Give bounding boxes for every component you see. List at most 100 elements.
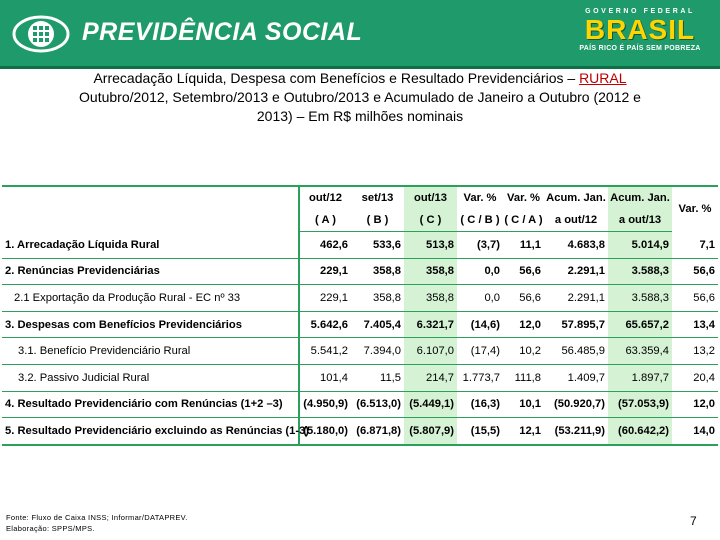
table-cell: 533,6 [351, 231, 404, 259]
table-cell: (16,3) [457, 391, 503, 419]
col-subheader: ( A ) [298, 208, 351, 232]
table-cell: (5.807,9) [404, 417, 457, 446]
table-cell: 5.541,2 [298, 337, 351, 365]
table-cell: 2.291,1 [544, 284, 608, 312]
table-cell: 6.107,0 [404, 337, 457, 365]
col-subheader: ( C ) [404, 208, 457, 232]
table-cell: 4.683,8 [544, 231, 608, 259]
col-header: set/13 [351, 185, 404, 208]
table-row: 2.1 Exportação da Produção Rural - EC nº… [2, 284, 718, 312]
col-header: Acum. Jan. [544, 185, 608, 208]
table-cell: 1.897,7 [608, 364, 672, 392]
col-header: Var. % [457, 185, 503, 208]
previdencia-logo-icon [12, 15, 70, 53]
table-cell: 101,4 [298, 364, 351, 392]
table-cell: (3,7) [457, 231, 503, 259]
table-subheader-row: ( A ) ( B ) ( C ) ( C / B ) ( C / A ) a … [2, 208, 718, 232]
table-cell: 63.359,4 [608, 337, 672, 365]
table-cell: (6.871,8) [351, 417, 404, 446]
table-cell: 6.321,7 [404, 311, 457, 339]
table-cell: 1.409,7 [544, 364, 608, 392]
table-cell: (53.211,9) [544, 417, 608, 446]
table-cell: (50.920,7) [544, 391, 608, 419]
col-subheader: a out/13 [608, 208, 672, 232]
header-blank [2, 185, 299, 232]
table-cell: 20,4 [672, 364, 718, 392]
header-bar: PREVIDÊNCIA SOCIAL GOVERNO FEDERAL BRASI… [0, 0, 720, 66]
row-label: 4. Resultado Previdenciário com Renúncia… [2, 391, 299, 419]
row-label: 5. Resultado Previdenciário excluindo as… [2, 417, 309, 446]
table-cell: 229,1 [298, 258, 351, 286]
table-cell: 358,8 [404, 284, 457, 312]
table-cell: 7.394,0 [351, 337, 404, 365]
title-line2: Outubro/2012, Setembro/2013 e Outubro/20… [79, 89, 641, 105]
table-cell: 358,8 [351, 284, 404, 312]
page-title: Arrecadação Líquida, Despesa com Benefíc… [10, 69, 710, 126]
table-cell: (6.513,0) [351, 391, 404, 419]
table-cell: 10,1 [503, 391, 544, 419]
table-row: 3.2. Passivo Judicial Rural 101,4 11,5 214,… [2, 364, 718, 392]
table-cell: 57.895,7 [544, 311, 608, 339]
table-cell: 513,8 [404, 231, 457, 259]
elaboration-text: Elaboração: SPPS/MPS. [6, 524, 95, 533]
col-header: out/12 [298, 185, 351, 208]
gov-top-text: GOVERNO FEDERAL [585, 8, 695, 15]
table-cell: 5.014,9 [608, 231, 672, 259]
page-number: 7 [690, 514, 697, 528]
data-table-container: out/12 set/13 out/13 Var. % Var. % Acum.… [2, 185, 718, 446]
table-cell: 462,6 [298, 231, 351, 259]
table-cell: 358,8 [404, 258, 457, 286]
table-cell: (4.950,9) [298, 391, 351, 419]
brand-title: PREVIDÊNCIA SOCIAL [82, 18, 363, 46]
table-cell: 13,2 [672, 337, 718, 365]
table-cell: 0,0 [457, 258, 503, 286]
table-cell: 12,0 [672, 391, 718, 419]
col-header: Var. % [672, 185, 718, 232]
table-cell: 11,5 [351, 364, 404, 392]
table-header-row: out/12 set/13 out/13 Var. % Var. % Acum.… [2, 185, 718, 232]
table-cell: 11,1 [503, 231, 544, 259]
col-subheader: ( B ) [351, 208, 404, 232]
table-cell: 7,1 [672, 231, 718, 259]
col-header: Var. % [503, 185, 544, 208]
table-cell: 56,6 [503, 284, 544, 312]
table-cell: 12,1 [503, 417, 544, 446]
gov-brasil-text: BRASIL [584, 14, 696, 45]
table-cell: 3.588,3 [608, 258, 672, 286]
row-label: 2. Renúncias Previdenciárias [2, 258, 299, 286]
table-cell: 56,6 [672, 284, 718, 312]
table-cell: 13,4 [672, 311, 718, 339]
data-table: out/12 set/13 out/13 Var. % Var. % Acum.… [2, 185, 718, 446]
table-cell: 1.773,7 [457, 364, 503, 392]
table-row: 5. Resultado Previdenciário excluindo as… [2, 417, 718, 446]
table-cell: 358,8 [351, 258, 404, 286]
table-cell: 7.405,4 [351, 311, 404, 339]
table-cell: (14,6) [457, 311, 503, 339]
table-body: 1. Arrecadação Líquida Rural 462,6 533,6 51… [2, 231, 718, 446]
table-cell: 14,0 [672, 417, 718, 446]
table-cell: 111,8 [503, 364, 544, 392]
col-subheader: ( C / A ) [503, 208, 544, 232]
table-cell: 214,7 [404, 364, 457, 392]
table-cell: 2.291,1 [544, 258, 608, 286]
table-cell: 56.485,9 [544, 337, 608, 365]
row-label: 3.1. Benefício Previdenciário Rural [2, 337, 299, 365]
table-row: 3. Despesas com Benefícios Previdenciári… [2, 311, 718, 339]
row-label: 2.1 Exportação da Produção Rural - EC nº… [2, 284, 299, 312]
table-row: 3.1. Benefício Previdenciário Rural 5.541… [2, 337, 718, 365]
table-cell: (17,4) [457, 337, 503, 365]
col-subheader: a out/12 [544, 208, 608, 232]
table-row: 2. Renúncias Previdenciárias 229,1 358,8 35… [2, 258, 718, 286]
table-cell: 10,2 [503, 337, 544, 365]
table-cell: 56,6 [672, 258, 718, 286]
table-cell: 12,0 [503, 311, 544, 339]
table-cell: 229,1 [298, 284, 351, 312]
table-cell: 56,6 [503, 258, 544, 286]
table-cell: 65.657,2 [608, 311, 672, 339]
col-header: Acum. Jan. [608, 185, 672, 208]
col-subheader: ( C / B ) [457, 208, 503, 232]
table-cell: (15,5) [457, 417, 503, 446]
row-label: 1. Arrecadação Líquida Rural [2, 231, 299, 259]
header-divider [0, 66, 720, 69]
row-label: 3.2. Passivo Judicial Rural [2, 364, 299, 392]
